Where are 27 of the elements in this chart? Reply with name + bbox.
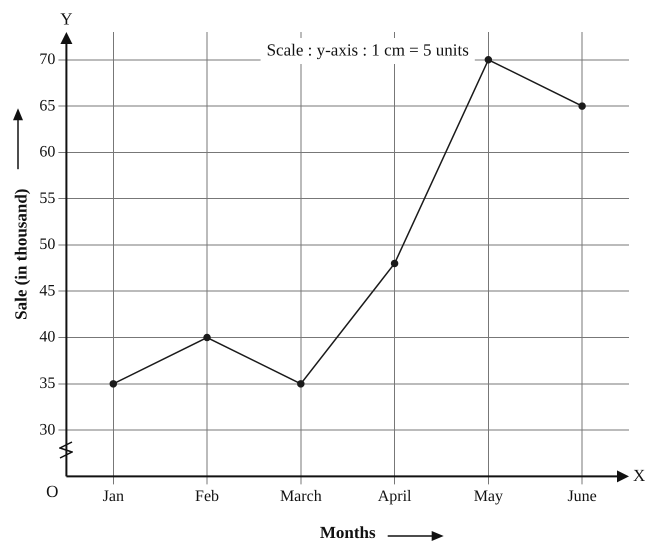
x-axis-title: Months (320, 523, 376, 542)
point (110, 380, 118, 388)
point (203, 334, 211, 342)
text: Y (60, 9, 73, 28)
point (390, 260, 398, 268)
y-tick-label: 40 (39, 328, 56, 346)
y-tick-label: 45 (39, 282, 56, 300)
x-tick-label: April (378, 488, 412, 506)
y-tick-label: 65 (39, 97, 56, 114)
annotation: Scale : y-axis : 1 cm = 5 units (266, 40, 469, 60)
x-tick-label: May (474, 488, 504, 506)
y-tick-label: 30 (39, 421, 56, 438)
x-tick-label: March (280, 488, 322, 506)
x-tick-label: Feb (195, 488, 220, 506)
x-tick-label: Jan (102, 488, 124, 506)
point (484, 56, 492, 64)
y-axis-title: Sale (in thousand) (12, 188, 31, 320)
text: O (46, 482, 58, 501)
y-tick-label: 60 (39, 144, 56, 161)
y-tick-label: 55 (39, 190, 56, 207)
point (578, 102, 586, 110)
y-tick-label: 50 (39, 236, 56, 254)
point (297, 380, 305, 388)
y-tick-label: 35 (39, 375, 56, 392)
y-tick-label: 70 (39, 50, 56, 68)
text: X (633, 466, 646, 485)
x-tick-label: June (567, 488, 597, 506)
